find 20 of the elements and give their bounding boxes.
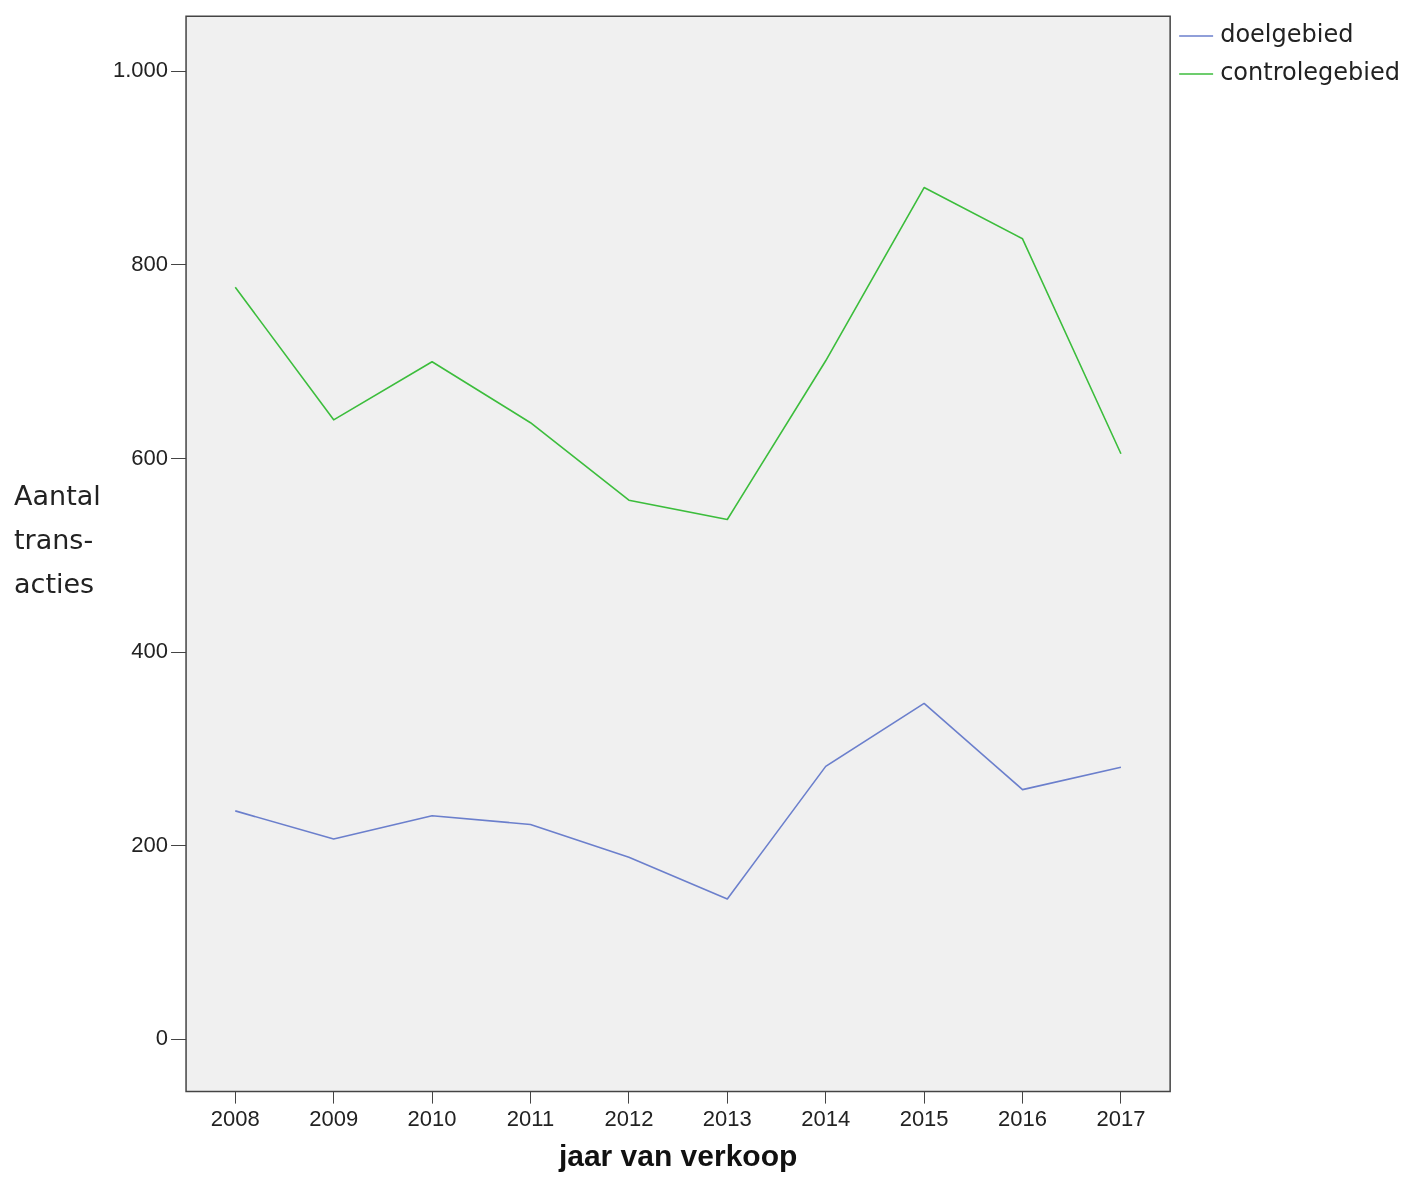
x-tick-label: 2008 xyxy=(210,1105,260,1131)
x-tick-label: 2015 xyxy=(899,1105,949,1131)
x-tick-label: 2009 xyxy=(309,1105,359,1131)
y-axis-title: Aantal trans-acties xyxy=(14,479,102,601)
y-tick-label: 1.000 xyxy=(112,57,169,83)
x-tick-label: 2012 xyxy=(604,1105,654,1131)
x-tick-label: 2010 xyxy=(407,1105,457,1131)
x-tick-label: 2013 xyxy=(702,1105,752,1131)
x-tick-label: 2016 xyxy=(998,1105,1047,1131)
x-axis-title: jaar van verkoop xyxy=(557,1139,798,1173)
y-tick-label: 400 xyxy=(131,638,169,664)
y-tick-label: 800 xyxy=(131,251,169,277)
y-tick-label: 600 xyxy=(131,444,169,470)
x-tick-label: 2017 xyxy=(1096,1105,1146,1131)
y-tick-label: 0 xyxy=(155,1025,169,1051)
legend-label: doelgebied xyxy=(1220,20,1354,49)
x-tick-label: 2011 xyxy=(506,1105,555,1131)
y-tick-label: 200 xyxy=(131,831,169,857)
legend-label: controlegebied xyxy=(1220,58,1400,87)
x-tick-label: 2014 xyxy=(801,1105,851,1131)
